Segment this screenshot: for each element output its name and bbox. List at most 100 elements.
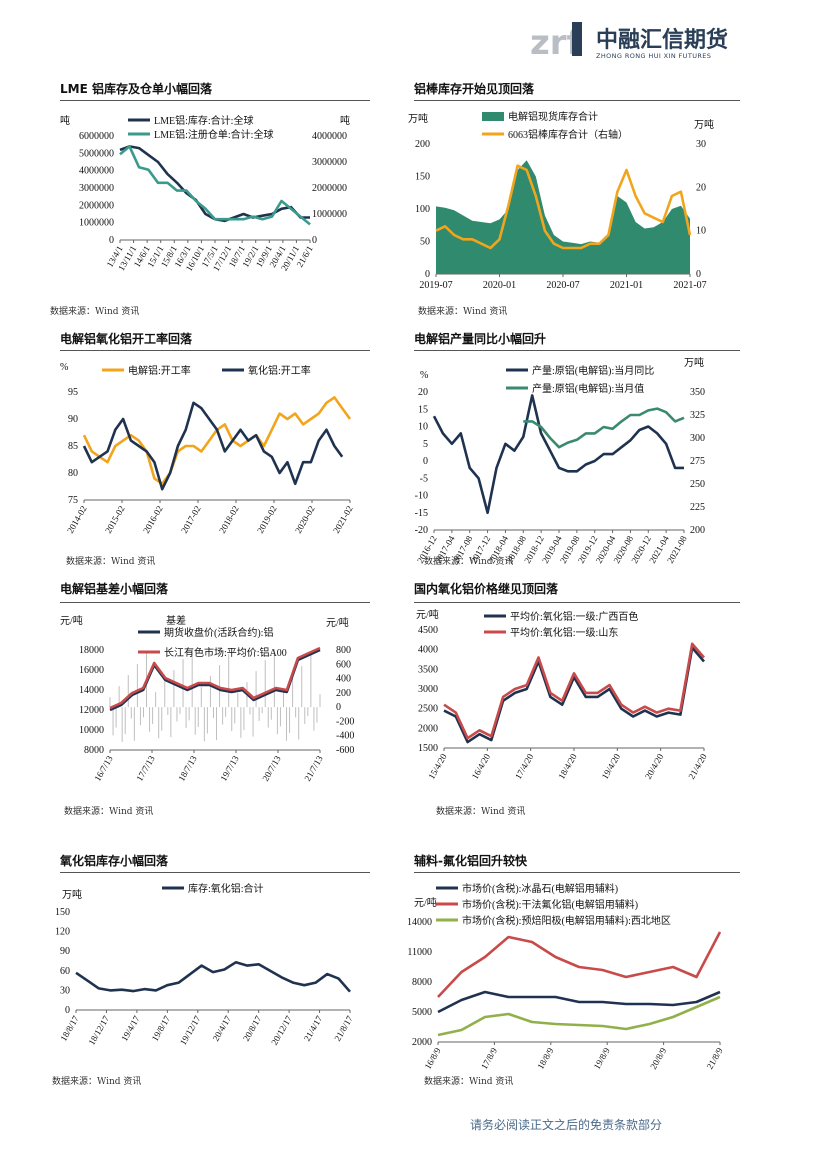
c4-ytick-right: 600 [336, 659, 351, 670]
c3-ytick-right: 225 [690, 502, 705, 513]
c6-xtick-label: 18/8/17 [58, 1014, 81, 1043]
panel-title-1: LME 铝库存及仓单小幅回落 [60, 82, 212, 96]
c1-ytick-left: 150 [415, 172, 430, 183]
c4-xtick-label: 16/7/13 [92, 754, 115, 783]
panel-source-7: 数据来源：Wind 资讯 [52, 1077, 142, 1087]
c2-xtick-label: 2019-02 [255, 504, 279, 535]
c5-ytick-left: 2000 [418, 723, 438, 734]
c2-series-line-0 [82, 396, 352, 486]
c6-xtick-label: 21/8/17 [332, 1014, 355, 1043]
c0-ytick-left: 3000000 [79, 183, 114, 194]
c0-right-unit: 吨 [340, 114, 350, 127]
c5-xtick-label: 17/4/20 [513, 752, 536, 781]
c0-ytick-right: 2000000 [312, 183, 347, 194]
c4-series-line-0 [109, 648, 321, 712]
c2-xtick-label: 2014-02 [65, 504, 89, 535]
c1-series-line-1 [435, 164, 692, 250]
c1-xtick-label: 2021-01 [610, 280, 643, 291]
c1-ytick-left: 0 [425, 269, 430, 280]
c6-left-unit: 万吨 [62, 888, 82, 901]
c2-xtick-label: 2020-02 [293, 504, 317, 535]
panel-title-3: 电解铝氧化铝开工率回落 [60, 332, 193, 346]
c2-xtick-label: 2018-02 [217, 504, 241, 535]
c1-ytick-left: 200 [415, 139, 430, 150]
panel-title-2: 铝棒库存开始见顶回落 [414, 82, 535, 96]
c7-xtick-label: 18/8/9 [535, 1046, 555, 1071]
c5-left-unit: 元/吨 [416, 608, 439, 621]
panel-title-7: 氧化铝库存小幅回落 [60, 854, 169, 868]
c7-xtick-label: 20/8/9 [648, 1046, 668, 1071]
c6-ytick-left: 30 [60, 985, 70, 996]
footer-disclaimer: 请务必阅读正文之后的免责条款部分 [470, 1118, 663, 1132]
c4-ytick-left: 14000 [79, 685, 104, 696]
c1-xtick-label: 2020-01 [483, 280, 516, 291]
c5-ytick-left: 1500 [418, 743, 438, 754]
c1-xtick-label: 2021-07 [673, 280, 706, 291]
chart-output-yoy: 20 15 10 5 0 -5 -10 -15 -20 350 325 300 275 250 225 200… [415, 356, 705, 565]
c0-ytick-left: 5000000 [79, 148, 114, 159]
c6-xtick-label: 19/4/17 [119, 1014, 142, 1043]
chart-operating-rate: 95 90 85 80 75% 2014-02 2015-02 2016-02 2017-02 2… [60, 362, 355, 535]
c5-legend-label-1: 平均价:氧化铝:一级:山东 [510, 626, 618, 639]
c5-xtick-label: 18/4/20 [556, 752, 579, 781]
c1-ytick-left: 50 [420, 237, 430, 248]
c3-ytick-left: 20 [418, 387, 428, 398]
c6-xtick-label: 20/8/17 [241, 1014, 264, 1043]
c0-ytick-left: 2000000 [79, 200, 114, 211]
c3-legend-label-0: 产量:原铝(电解铝):当月同比 [532, 364, 654, 377]
c6-xtick-label: 19/12/17 [178, 1014, 203, 1047]
panel-source-2: 数据来源：Wind 资讯 [418, 307, 508, 317]
c0-series-line-1 [119, 145, 311, 226]
c4-ytick-left: 12000 [79, 705, 104, 716]
c0-ytick-right: 1000000 [312, 209, 347, 220]
c6-xtick-label: 20/12/17 [269, 1014, 294, 1047]
c3-series-line-0 [432, 394, 684, 515]
c4-xtick-label: 19/7/13 [218, 754, 241, 783]
c3-ytick-right: 300 [690, 433, 705, 444]
c3-left-unit: % [420, 370, 428, 381]
c5-ytick-left: 3500 [418, 664, 438, 675]
panel-rule-4 [414, 350, 740, 351]
c2-legend-label-0: 电解铝:开工率 [128, 364, 191, 377]
panel-rule-8 [414, 872, 740, 873]
c0-left-unit: 吨 [60, 114, 70, 127]
c7-series-line-1 [437, 931, 722, 998]
c4-ytick-left: 8000 [84, 745, 104, 756]
panel-source-5: 数据来源：Wind 资讯 [64, 807, 154, 817]
c1-legend-swatch-0 [482, 112, 504, 121]
c1-xtick-label: 2020-07 [546, 280, 579, 291]
c6-ytick-left: 90 [60, 946, 70, 957]
chart-auxiliary-prices: 14000 11000 8000 5000 2000 元/吨 16/8/9 17/8/9 18/… [407, 882, 725, 1071]
chart-alumina-inventory: 150 120 90 60 30 0 万吨 18/8/17 18/12/17 19/4/17 19/… [55, 882, 355, 1047]
panel-title-4: 电解铝产量同比小幅回升 [414, 332, 547, 346]
c1-series-area-0 [436, 160, 690, 274]
c1-legend-label-0: 电解铝现货库存合计 [508, 110, 598, 123]
c4-ytick-right: 800 [336, 645, 351, 656]
c6-xtick-label: 20/4/17 [211, 1014, 234, 1043]
chart-lme-inventory: 6000000 5000000 4000000 3000000 2000000 10000… [60, 114, 350, 273]
logo-mark-icon: zrf [530, 22, 583, 63]
c2-ytick-left: 80 [68, 468, 78, 479]
c4-left-unit: 元/吨 [60, 614, 83, 627]
c7-xtick-label: 19/8/9 [592, 1046, 612, 1071]
c2-legend-label-1: 氧化铝:开工率 [248, 364, 311, 377]
c6-series-line-0 [75, 961, 351, 993]
c5-series-line-0 [443, 646, 705, 744]
panel-rule-7 [60, 872, 370, 873]
c3-ytick-left: -20 [415, 525, 428, 536]
chart-basis: 18000 16000 14000 12000 10000 8000 800 600 400 20… [60, 614, 354, 783]
c5-series-line-1 [443, 642, 705, 740]
c4-ytick-right: 400 [336, 674, 351, 685]
panel-source-8: 数据来源：Wind 资讯 [424, 1077, 514, 1087]
c4-bar-label: 基差 [166, 614, 186, 627]
c3-ytick-left: 10 [418, 422, 428, 433]
c5-ytick-left: 2500 [418, 704, 438, 715]
c7-series-line-0 [437, 990, 721, 1014]
c4-series-line-1 [109, 646, 321, 710]
c2-xtick-label: 2015-02 [103, 504, 127, 535]
panel-rule-5 [60, 602, 370, 603]
c7-legend-label-0: 市场价(含税):冰晶石(电解铝用辅料) [462, 882, 618, 895]
c5-xtick-label: 16/4/20 [470, 752, 493, 781]
logo-cn: 中融汇信期货 [596, 28, 729, 53]
c4-xtick-label: 21/7/13 [302, 754, 325, 783]
